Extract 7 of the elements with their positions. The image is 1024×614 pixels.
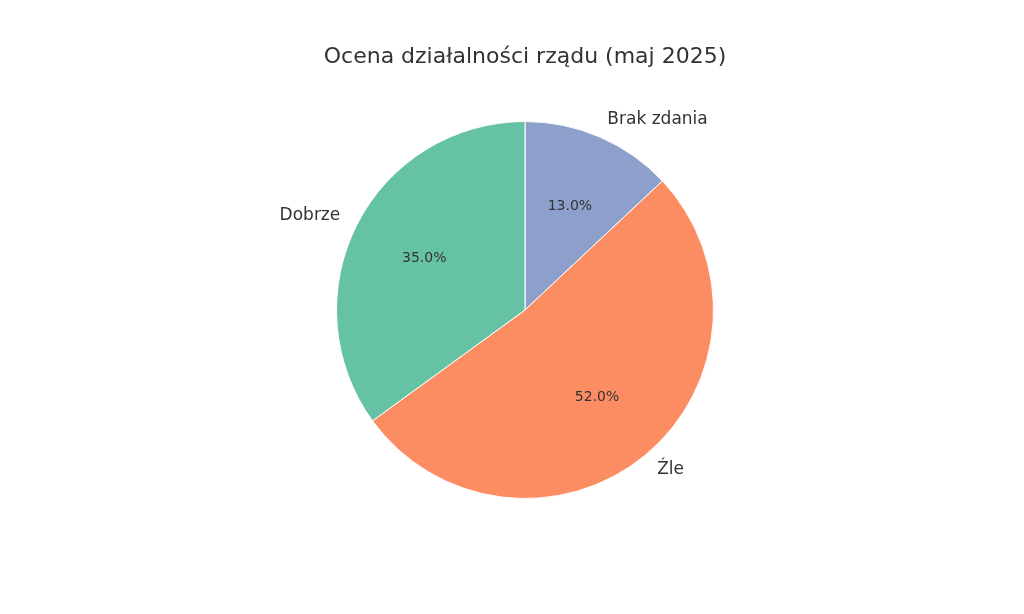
data-label: 52.0%	[574, 387, 620, 404]
data-label: 13.0%	[547, 196, 593, 213]
slice-label: Dobrze	[279, 204, 341, 225]
chart-title: Ocena działalności rządu (maj 2025)	[323, 42, 727, 68]
data-label: 35.0%	[401, 249, 447, 266]
slice-label: Źle	[657, 457, 684, 479]
slice-label: Brak zdania	[607, 108, 708, 129]
